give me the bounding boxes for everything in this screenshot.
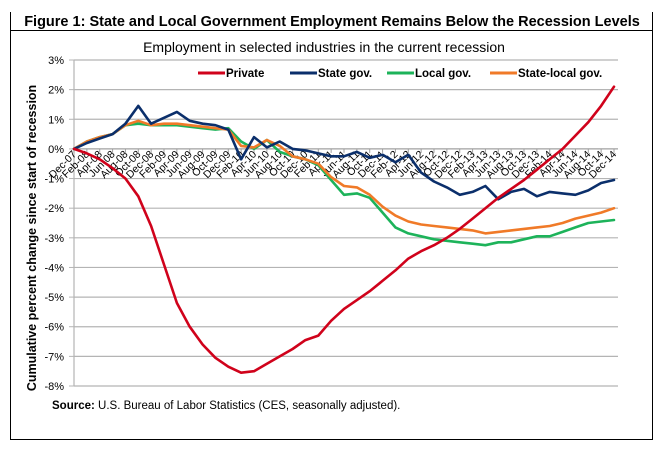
y-tick-label: 1% bbox=[48, 114, 64, 126]
legend: Private State gov. Local gov. State-local g… bbox=[198, 68, 602, 80]
y-tick-label: 2% bbox=[48, 85, 64, 97]
y-tick-label: 0% bbox=[48, 144, 64, 156]
legend-label: State-local gov. bbox=[518, 68, 602, 80]
y-tick-label: -4% bbox=[44, 262, 64, 274]
series-line-state-local-gov bbox=[72, 119, 616, 235]
legend-label: Private bbox=[226, 68, 264, 80]
y-tick-label: -3% bbox=[44, 233, 64, 245]
series-line-local-gov bbox=[72, 122, 616, 247]
gridlines bbox=[69, 59, 618, 387]
series-line-state-gov bbox=[72, 104, 616, 201]
y-tick-label: -6% bbox=[44, 322, 64, 334]
y-axis-label: Cumulative percent change since start of… bbox=[25, 85, 39, 391]
figure-title: Figure 1: State and Local Government Emp… bbox=[24, 14, 640, 30]
chart-title: Employment in selected industries in the… bbox=[143, 39, 505, 55]
y-tick-label: -7% bbox=[44, 351, 64, 363]
y-tick-label: -5% bbox=[44, 292, 64, 304]
y-tick-label: -8% bbox=[44, 381, 64, 393]
legend-item: Local gov. bbox=[387, 68, 471, 80]
legend-label: Local gov. bbox=[415, 68, 471, 80]
x-axis: Dec-07Feb-08Apr-08Jun-08Aug-08Oct-08Dec-… bbox=[47, 148, 619, 181]
series-line-private bbox=[72, 85, 616, 375]
legend-item: Private bbox=[198, 68, 264, 80]
source-note: Source: U.S. Bureau of Labor Statistics … bbox=[52, 400, 400, 412]
y-tick-label: 3% bbox=[48, 55, 64, 67]
legend-item: State-local gov. bbox=[490, 68, 602, 80]
y-axis-tick-labels: 3% 2% 1% 0% -1% -2% -3% -4% -5% -6% -7% -8% bbox=[44, 55, 64, 393]
legend-item: State gov. bbox=[290, 68, 372, 80]
y-tick-label: -2% bbox=[44, 203, 64, 215]
source-label: Source: bbox=[52, 400, 95, 412]
figure-frame bbox=[10, 12, 653, 440]
y-tick-label: -1% bbox=[44, 174, 64, 186]
title-divider bbox=[10, 30, 653, 31]
source-text: U.S. Bureau of Labor Statistics (CES, se… bbox=[94, 400, 401, 412]
series-lines bbox=[72, 85, 616, 375]
legend-label: State gov. bbox=[318, 68, 372, 80]
